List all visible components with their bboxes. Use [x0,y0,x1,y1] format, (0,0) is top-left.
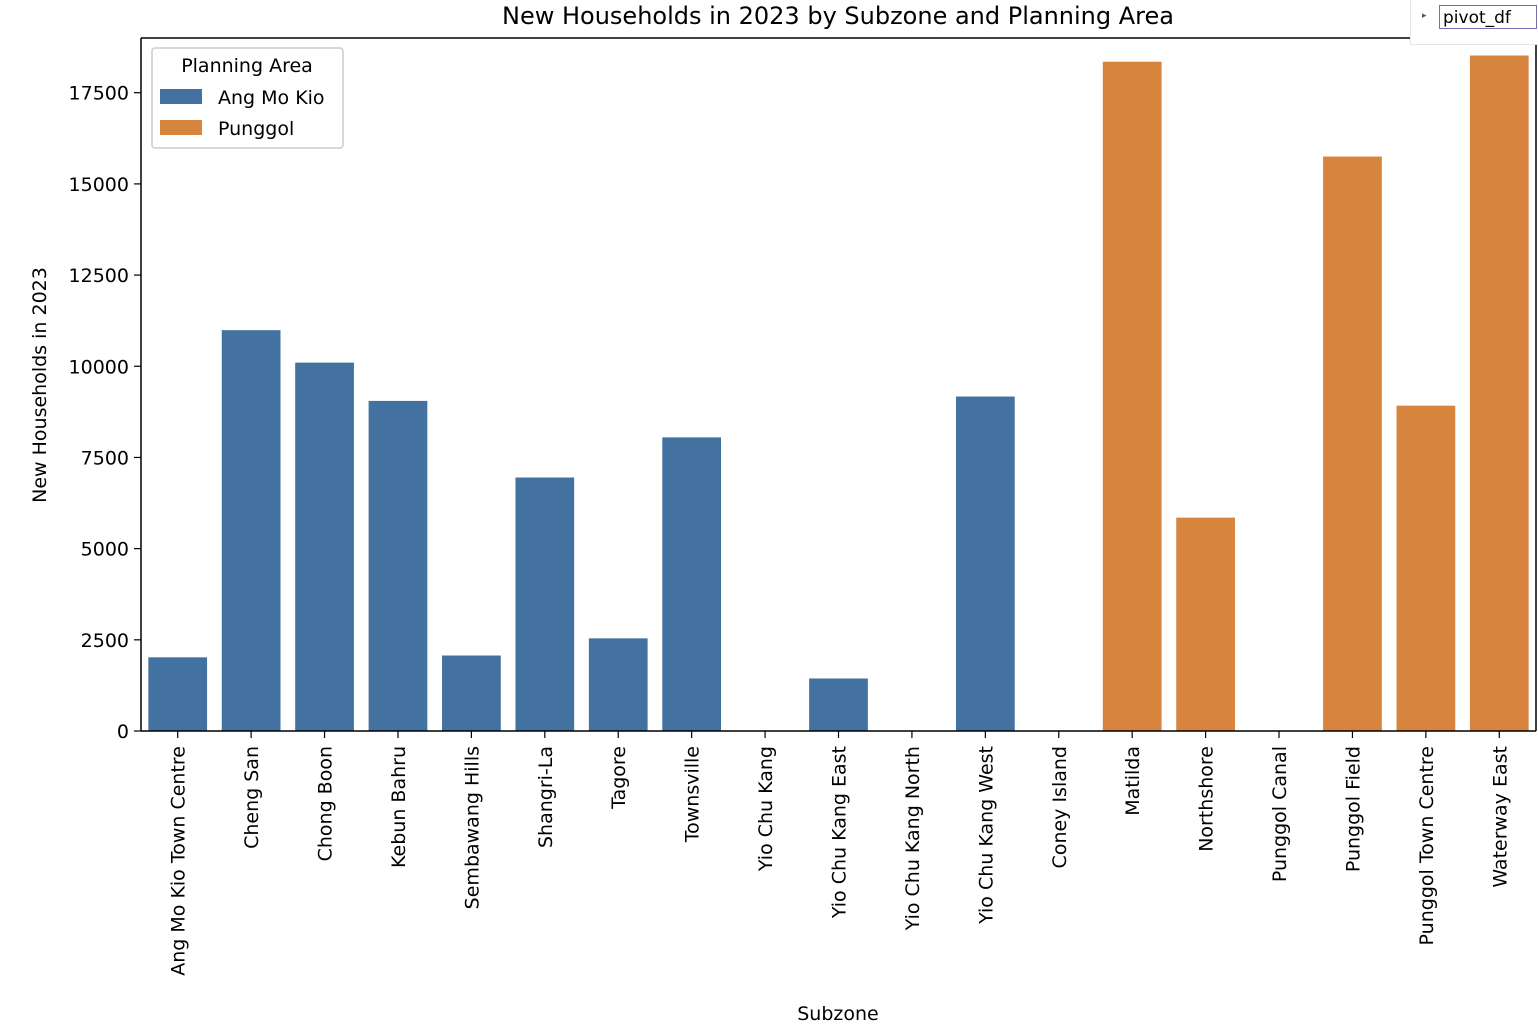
x-tick-label: Coney Island [1049,746,1071,868]
x-tick-label: Chong Boon [315,746,337,861]
bar [1396,405,1456,731]
bar [1102,61,1162,731]
bar [221,330,281,731]
bar [1176,517,1235,731]
y-tick-label: 5000 [81,539,129,561]
x-tick-label: Punggol Town Centre [1416,746,1438,945]
bar [955,396,1015,731]
bar [809,678,868,731]
y-tick-label: 15000 [69,174,129,196]
caret-right-icon[interactable]: ▸ [1422,11,1427,21]
x-tick-label: Townsville [682,746,704,843]
legend-swatch-punggol [160,120,202,135]
legend-swatch-ang-mo-kio [160,89,202,104]
bar [368,400,428,731]
y-tick-label: 2500 [81,630,129,652]
y-tick-label: 7500 [81,447,129,469]
x-tick-label: Sembawang Hills [461,746,483,909]
x-tick-label: Yio Chu Kang [755,746,777,872]
bar [588,638,648,731]
x-tick-label: Matilda [1122,746,1144,816]
bar [1469,55,1529,731]
bar [662,437,722,731]
bar [295,362,354,731]
x-axis-label: Subzone [797,1003,879,1024]
x-tick-label: Punggol Field [1342,746,1364,872]
plot-area: 0 2500 5000 7500 10000 12500 15000 17500 Ang Mo … [69,37,1537,976]
x-tick-label: Yio Chu Kang East [829,746,851,919]
x-tick-label: Shangri-La [535,746,557,848]
y-axis-label: New Households in 2023 [29,267,51,503]
y-tick-label: 0 [117,721,129,743]
x-tick-label: Waterway East [1489,746,1511,888]
variable-widget[interactable]: ▸ pivot_df [1410,0,1538,45]
x-tick-label: Punggol Canal [1269,746,1291,882]
variable-name-label: pivot_df [1443,8,1511,28]
bar [515,477,575,731]
x-tick-label: Cheng San [241,746,263,849]
y-tick-label: 12500 [69,265,129,287]
y-tick-label: 10000 [69,356,129,378]
x-tick-label: Yio Chu Kang North [902,746,924,931]
legend-label-ang-mo-kio: Ang Mo Kio [218,87,325,109]
chart-title: New Households in 2023 by Subzone and Pl… [502,2,1174,30]
legend-label-punggol: Punggol [218,118,294,140]
x-tick-label: Kebun Bahru [388,746,410,868]
x-tick-label: Tagore [608,746,630,810]
variable-name-field[interactable]: pivot_df [1439,5,1537,29]
bar [442,655,501,731]
bar [148,657,208,731]
y-tick-label: 17500 [69,83,129,105]
x-tick-label: Yio Chu Kang West [975,746,997,925]
bar [1323,156,1382,732]
x-tick-label: Northshore [1196,746,1218,852]
x-tick-label: Ang Mo Kio Town Centre [168,746,190,976]
legend: Planning Area Ang Mo Kio Punggol [151,47,344,149]
legend-title: Planning Area [181,55,313,77]
